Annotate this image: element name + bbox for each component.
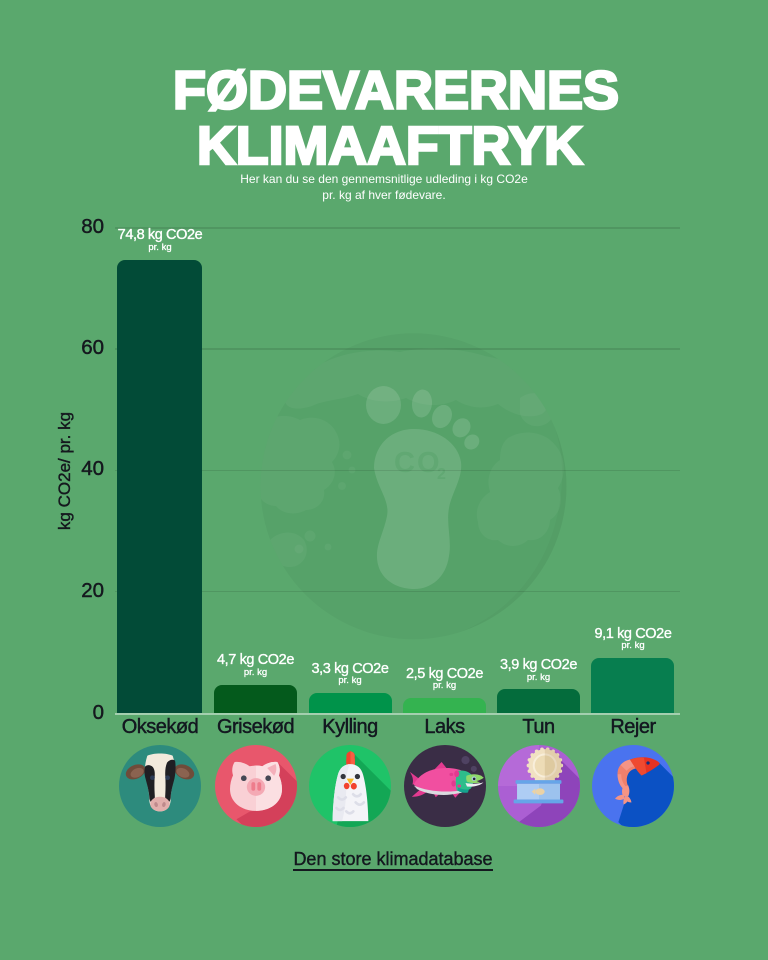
svg-text:KLIMAAFTRYK: KLIMAAFTRYK	[197, 116, 583, 176]
svg-text:FØDEVARERNES: FØDEVARERNES	[173, 61, 619, 121]
svg-text:2: 2	[437, 466, 446, 483]
svg-text:CO: CO	[394, 447, 442, 479]
